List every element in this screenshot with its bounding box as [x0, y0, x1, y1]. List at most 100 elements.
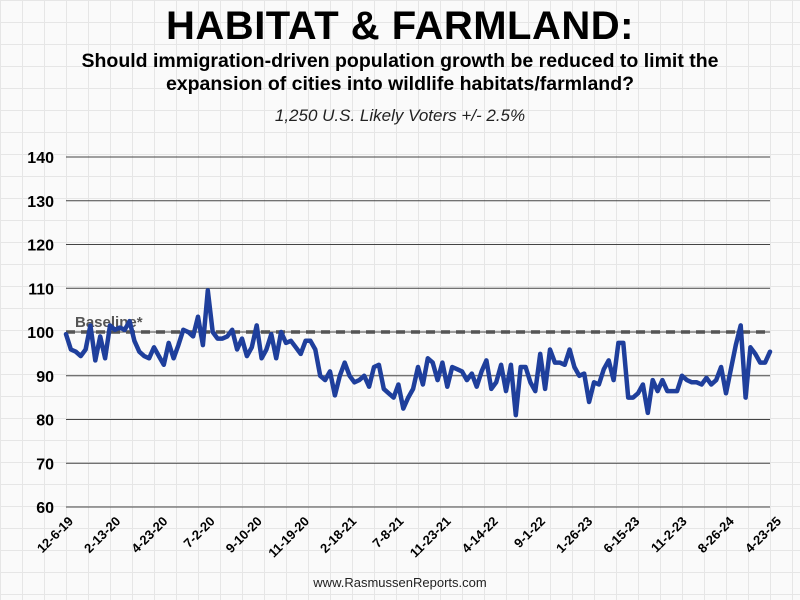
data-point	[328, 369, 332, 374]
data-point	[308, 339, 313, 343]
data-point	[768, 349, 772, 354]
data-point	[83, 347, 88, 352]
data-point	[572, 365, 577, 369]
data-point	[675, 389, 679, 393]
x-tick-label: 9-10-20	[223, 514, 265, 556]
x-axis-tick-labels: 12-6-19 2-13-20 4-23-20 7-2-20 9-10-20 11-19-…	[34, 513, 784, 560]
data-point	[274, 356, 279, 361]
data-point	[582, 371, 586, 376]
data-point	[386, 391, 391, 396]
data-point	[196, 314, 200, 319]
x-tick-label: 7-8-21	[369, 514, 406, 551]
data-point	[641, 382, 645, 387]
data-point	[567, 347, 572, 352]
data-point	[259, 356, 264, 361]
data-point	[553, 360, 557, 365]
y-tick-label: 70	[36, 456, 54, 473]
data-point	[377, 363, 381, 367]
data-point	[660, 378, 665, 382]
data-point	[738, 323, 743, 328]
data-point	[362, 374, 367, 378]
y-tick-label: 90	[36, 369, 54, 386]
data-point	[406, 395, 411, 400]
data-point	[122, 328, 127, 332]
data-point	[548, 347, 552, 352]
data-point	[215, 336, 220, 341]
data-point	[240, 336, 244, 341]
data-point	[347, 374, 352, 378]
data-point	[753, 352, 758, 356]
data-point	[69, 347, 73, 352]
data-point	[416, 365, 420, 369]
y-axis-tick-labels: 60 70 80 90 100 110 120 130 140	[27, 150, 54, 517]
data-point	[670, 389, 674, 393]
y-tick-label: 130	[27, 194, 54, 211]
data-point	[734, 343, 738, 347]
data-point	[558, 360, 562, 365]
chart-subtitle: Should immigration-driven population gro…	[81, 50, 719, 95]
data-point	[74, 349, 78, 354]
y-tick-label: 140	[27, 150, 54, 167]
source-footer[interactable]: www.RasmussenReports.com	[313, 575, 487, 590]
data-point	[587, 400, 591, 404]
data-point	[245, 354, 249, 358]
data-point	[162, 363, 166, 367]
data-point	[680, 374, 684, 378]
data-point	[714, 378, 718, 382]
data-point	[152, 345, 156, 350]
data-point	[298, 352, 303, 356]
data-point	[313, 347, 318, 352]
data-point	[606, 358, 611, 363]
chart-title: HABITAT & FARMLAND:	[166, 4, 634, 48]
x-tick-label: 11-2-23	[648, 514, 690, 556]
x-tick-label: 2-18-21	[317, 514, 359, 556]
data-point	[460, 369, 464, 374]
sample-note: 1,250 U.S. Likely Voters +/- 2.5%	[274, 106, 526, 125]
data-point	[440, 360, 445, 365]
data-point	[479, 369, 484, 374]
data-point	[665, 389, 670, 393]
data-point	[254, 323, 259, 328]
data-point	[284, 341, 288, 345]
y-tick-label: 80	[36, 413, 54, 430]
data-point	[181, 328, 186, 332]
data-point	[474, 384, 479, 389]
data-point	[426, 356, 430, 361]
data-point	[264, 347, 269, 352]
x-tick-label: 6-15-23	[600, 514, 642, 556]
y-tick-label: 120	[27, 238, 54, 255]
data-point	[357, 378, 362, 382]
y-tick-label: 100	[27, 325, 54, 342]
data-point	[338, 374, 342, 378]
data-point	[597, 382, 601, 387]
data-point	[602, 367, 606, 372]
data-point	[504, 389, 508, 393]
data-point	[401, 406, 406, 411]
data-point	[470, 371, 474, 376]
data-point	[206, 288, 210, 293]
data-point	[103, 356, 107, 361]
data-point	[127, 319, 132, 323]
data-point	[577, 374, 582, 378]
data-point	[113, 328, 117, 332]
data-point	[650, 378, 655, 382]
data-point	[729, 367, 733, 372]
data-point	[655, 389, 660, 393]
data-point	[318, 374, 323, 378]
data-point	[132, 339, 137, 343]
data-point	[201, 343, 205, 347]
data-point	[616, 341, 621, 345]
data-point	[411, 387, 415, 391]
data-point	[137, 349, 142, 354]
data-point	[93, 358, 98, 363]
data-point	[704, 376, 709, 380]
data-point	[562, 363, 567, 367]
data-point	[538, 352, 542, 356]
data-point	[142, 354, 146, 358]
data-point	[694, 380, 699, 385]
series-line	[63, 288, 773, 418]
x-tick-label: 11-19-20	[265, 514, 312, 561]
data-point	[235, 347, 239, 352]
data-point	[489, 387, 494, 391]
data-point	[289, 339, 293, 343]
